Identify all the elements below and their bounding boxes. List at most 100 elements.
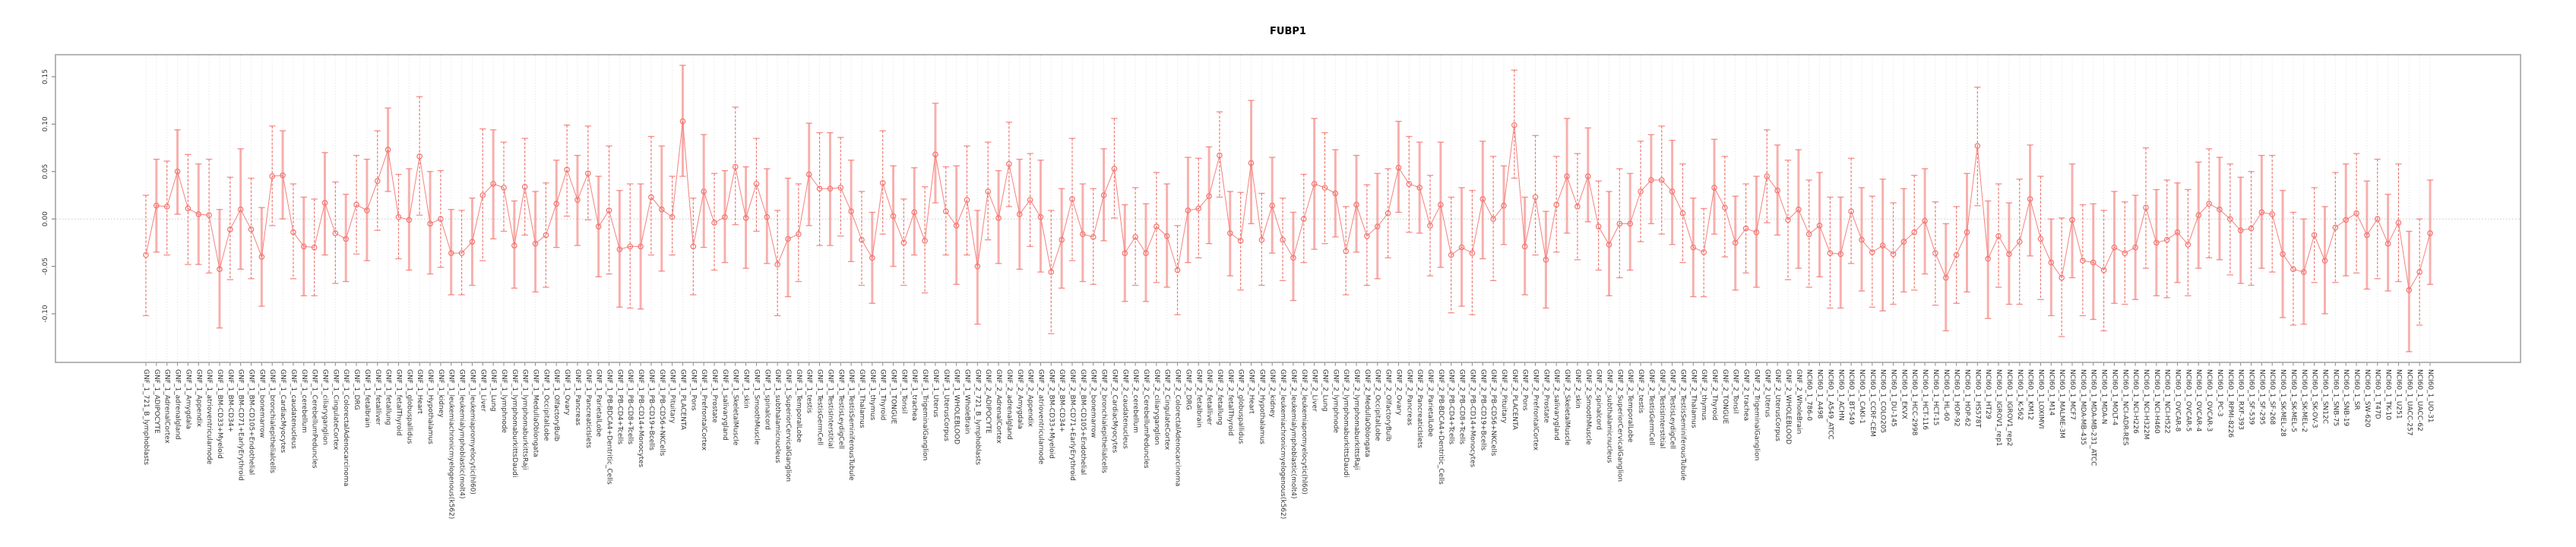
x-tick-label: NCI60_1_SF-268 (2268, 369, 2276, 425)
x-tick-label: GNF_1_MedullaOblongata (532, 369, 540, 457)
data-point-marker (564, 166, 570, 173)
x-tick-label: NCI60_1_MALME-3M (2058, 369, 2065, 438)
x-tick-label: GNF_2_adrenalgland (1005, 369, 1013, 440)
data-point-marker (1658, 177, 1665, 183)
x-tick-label: NCI60_1_UACC-257 (2405, 369, 2413, 435)
x-tick-label: GNF_1_Pancreas (574, 369, 581, 425)
data-point-marker (1648, 177, 1654, 183)
data-point-marker (163, 204, 170, 210)
data-point-marker (1796, 206, 1802, 213)
x-tick-label: GNF_2_globuspallidus (1237, 369, 1245, 444)
data-point-marker (2321, 258, 2328, 264)
x-tick-label: GNF_2_cerebellum (1131, 369, 1139, 433)
data-point-marker (469, 239, 476, 245)
data-point-marker (1111, 166, 1118, 172)
data-point-marker (185, 205, 191, 212)
x-tick-label: GNF_2_Pancreas (1405, 369, 1413, 425)
x-tick-label: NCI60_1_BT-549 (1847, 369, 1855, 425)
data-point-marker (1953, 251, 1960, 258)
x-tick-label: NCI60_1_EKVX (1900, 369, 1907, 419)
x-tick-label: NCI60_1_OVCAR-8 (2174, 369, 2182, 432)
x-tick-label: GNF_2_atrioventricularnode (1036, 369, 1044, 465)
x-tick-label: GNF_1_BM-CD71+EarlyErythroid (237, 369, 245, 481)
data-point-marker (953, 223, 960, 229)
x-tick-label: GNF_2_skin (1574, 369, 1581, 409)
data-point-marker (1174, 267, 1181, 274)
data-point-marker (490, 181, 496, 187)
data-point-marker (2154, 239, 2160, 246)
data-point-marker (1805, 231, 1812, 237)
x-tick-label: GNF_1_ParietalLobe (595, 369, 603, 438)
x-tick-label: GNF_2_Liver (1311, 369, 1318, 412)
data-point-marker (796, 231, 802, 237)
data-point-marker (1995, 232, 2002, 239)
x-tick-label: GNF_2_PB-CD19+Bcells (1479, 369, 1486, 451)
data-point-marker (1869, 249, 1875, 255)
data-point-marker (448, 250, 454, 256)
data-point-marker (1069, 196, 1075, 202)
x-tick-label: GNF_2_SkeletalMuscle (1563, 369, 1571, 446)
x-tick-label: GNF_2_lymphomaburkittsRaji (1353, 369, 1360, 470)
data-point-marker (974, 263, 981, 270)
data-point-marker (1890, 251, 1897, 258)
data-point-marker (1206, 193, 1212, 200)
data-point-marker (343, 236, 349, 242)
x-tick-label: GNF_2_PB-BDCA4+Dentritic_Cells (1437, 369, 1445, 485)
x-tick-label: GNF_1_PancreaticIslets (584, 369, 592, 448)
data-point-marker (911, 209, 918, 216)
data-point-marker (1006, 161, 1012, 167)
data-point-marker (1163, 232, 1170, 239)
x-tick-label: GNF_2_TestisInterstitial (1658, 369, 1666, 448)
x-tick-label: NCI60_1_HCT-116 (1921, 369, 1929, 430)
data-point-marker (1016, 211, 1023, 217)
y-tick-label: -0.10 (42, 305, 49, 323)
x-tick-label: NCI60_1_HCC-2998 (1910, 369, 1918, 436)
x-tick-label: NCI60_1_NCI-H322M (2142, 369, 2150, 439)
x-tick-label: GNF_1_Amygdala (184, 369, 191, 429)
data-point-marker (479, 192, 486, 198)
data-point-marker (1690, 244, 1697, 251)
x-tick-label: GNF_2_leukemiachronicmyelogenous(k562) (1279, 369, 1286, 519)
data-point-marker (1406, 181, 1413, 187)
x-tick-label: GNF_2_Prostate (1542, 369, 1549, 423)
data-point-marker (574, 197, 581, 204)
x-tick-label: GNF_1_Hypothalamus (426, 369, 434, 444)
x-tick-label: NCI60_1_786-0 (1805, 369, 1813, 421)
x-tick-label: NCI60_1_CCRF-CEM (1869, 369, 1876, 437)
data-point-marker (2080, 258, 2086, 264)
data-point-marker (1280, 236, 1286, 243)
x-tick-label: GNF_1_thymus (869, 369, 876, 421)
data-point-marker (1711, 185, 1717, 191)
data-point-marker (2269, 211, 2276, 217)
x-tick-label: NCI60_1_MDA-N (2100, 369, 2108, 424)
y-tick-label: 0.00 (42, 211, 49, 226)
x-tick-label: NCI60_1_DU-145 (1890, 369, 1897, 427)
x-tick-label: GNF_1_spinalcord (763, 369, 771, 430)
data-point-marker (2090, 259, 2097, 266)
x-tick-label: NCI60_1_SK-MEL-28 (2279, 369, 2286, 437)
x-tick-label: NCI60_1_HS578T (1973, 369, 1981, 428)
x-tick-label: NCI60_1_RPMI-8226 (2226, 369, 2234, 438)
x-tick-label: GNF_2_PLACENTA (1511, 369, 1518, 431)
data-point-marker (701, 188, 707, 194)
x-tick-label: NCI60_1_LOXIMVI (2036, 369, 2044, 428)
data-point-marker (1080, 231, 1086, 237)
x-tick-label: GNF_1_CingulateCortex (331, 369, 339, 451)
x-tick-label: NCI60_1_IGROV1_rep2 (2005, 369, 2013, 447)
x-tick-label: NCI60_1_NCI-ADR-RES (2121, 369, 2128, 446)
data-point-marker (1458, 244, 1465, 251)
data-point-marker (2069, 217, 2075, 223)
data-point-marker (1332, 190, 1339, 197)
data-point-marker (395, 213, 402, 220)
data-point-marker (732, 163, 739, 170)
x-tick-label: GNF_1_DRG (353, 369, 360, 410)
x-tick-label: GNF_1_testis (805, 369, 813, 413)
data-point-marker (300, 243, 307, 250)
x-tick-label: NCI60_1_RXF-393 (2237, 369, 2245, 430)
x-tick-label: GNF_1_trachea (910, 369, 918, 421)
x-tick-label: NCI60_1_KM12 (2027, 369, 2034, 420)
x-tick-label: GNF_2_Heart (1248, 369, 1255, 414)
data-point-marker (1742, 225, 1749, 232)
data-point-marker (1427, 223, 1433, 229)
